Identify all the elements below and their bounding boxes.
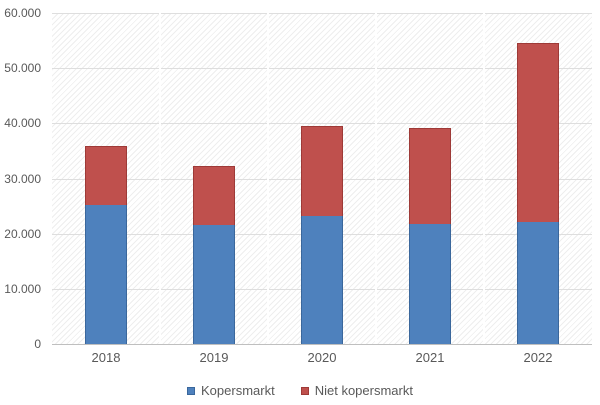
bar-segment-kopersmarkt-2020 <box>301 216 343 344</box>
plot-area <box>52 13 592 345</box>
legend-item-kopersmarkt: Kopersmarkt <box>187 383 275 399</box>
category-separator <box>483 13 485 344</box>
y-tick-label: 20.000 <box>4 227 41 241</box>
bar-segment-kopersmarkt-2021 <box>409 224 451 344</box>
x-tick-label: 2022 <box>523 350 553 365</box>
bar-segment-kopersmarkt-2018 <box>85 205 127 344</box>
legend-swatch-kopersmarkt-icon <box>187 387 196 395</box>
x-tick-label: 2021 <box>415 350 445 365</box>
legend-label-niet-kopersmarkt: Niet kopersmarkt <box>314 383 413 398</box>
legend-swatch-niet-kopersmarkt-icon <box>300 387 309 395</box>
bar-segment-kopersmarkt-2019 <box>193 225 235 344</box>
legend-label-kopersmarkt: Kopersmarkt <box>201 383 275 398</box>
gridline <box>52 123 592 124</box>
legend-item-niet-kopersmarkt: Niet kopersmarkt <box>300 383 413 399</box>
category-separator <box>267 13 269 344</box>
x-tick-label: 2019 <box>199 350 229 365</box>
bar-segment-niet-kopersmarkt-2020 <box>301 126 343 216</box>
bar-segment-niet-kopersmarkt-2021 <box>409 127 451 225</box>
bar-segment-kopersmarkt-2022 <box>517 222 559 344</box>
y-tick-label: 0 <box>34 337 41 351</box>
y-tick-label: 60.000 <box>4 6 41 20</box>
bar-segment-niet-kopersmarkt-2018 <box>85 146 127 205</box>
bar-segment-niet-kopersmarkt-2022 <box>517 43 559 223</box>
y-tick-label: 30.000 <box>4 172 41 186</box>
x-tick-label: 2018 <box>91 350 121 365</box>
y-tick-label: 40.000 <box>4 116 41 130</box>
gridline <box>52 13 592 14</box>
y-tick-label: 50.000 <box>4 61 41 75</box>
gridline <box>52 68 592 69</box>
category-separator <box>375 13 377 344</box>
legend: Kopersmarkt Niet kopersmarkt <box>0 383 600 399</box>
bar-segment-niet-kopersmarkt-2019 <box>193 166 235 226</box>
x-tick-label: 2020 <box>307 350 337 365</box>
y-tick-label: 10.000 <box>4 282 41 296</box>
category-separator <box>159 13 161 344</box>
